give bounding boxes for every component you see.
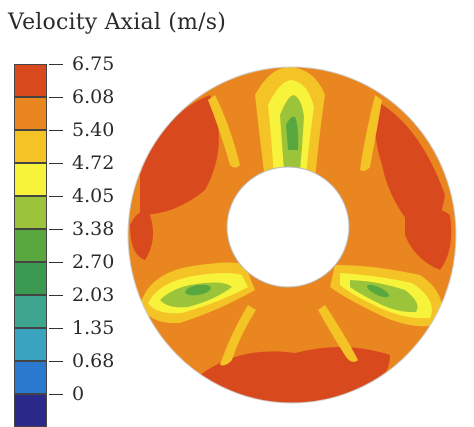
contour-wake-left-core — [185, 284, 211, 296]
legend-tick — [49, 361, 63, 362]
legend-label: 5.40 — [72, 119, 115, 141]
legend-swatch-4.72 — [14, 163, 47, 196]
legend-tick — [49, 328, 63, 329]
legend-swatch-6.75 — [14, 64, 47, 97]
legend-tick — [49, 196, 63, 197]
legend-label: 4.72 — [72, 152, 115, 174]
legend-label: 2.03 — [72, 284, 115, 306]
legend-tick — [49, 163, 63, 164]
legend-swatch-2.03 — [14, 295, 47, 328]
legend-tick — [49, 295, 63, 296]
legend-swatch-1.35 — [14, 328, 47, 361]
contour-wake-top-core — [286, 116, 299, 150]
legend-swatch-3.38 — [14, 229, 47, 262]
legend-label: 0.68 — [72, 350, 115, 372]
legend-swatch-6.08 — [14, 97, 47, 130]
legend-label: 3.38 — [72, 218, 115, 240]
contour-streak — [220, 305, 256, 366]
legend-label: 2.70 — [72, 251, 115, 273]
velocity-contour-annulus — [127, 66, 457, 404]
legend-swatch-0 — [14, 394, 47, 427]
contour-max-region-bottom — [200, 347, 390, 404]
annulus-outer-boundary — [127, 66, 457, 404]
contour-max-region-upper-left — [140, 95, 219, 215]
annulus-inner-hub — [226, 166, 350, 288]
legend-tick — [49, 130, 63, 131]
legend-swatch-2.70 — [14, 262, 47, 295]
contour-streak — [208, 95, 240, 168]
legend-swatch-0.68 — [14, 361, 47, 394]
legend-label: 6.75 — [72, 53, 115, 75]
legend-label: 4.05 — [72, 185, 115, 207]
legend-tick — [49, 262, 63, 263]
legend-tick — [49, 97, 63, 98]
contour-streak — [318, 305, 358, 362]
legend-tick — [49, 394, 63, 395]
legend-swatch-5.40 — [14, 130, 47, 163]
legend-tick — [49, 64, 63, 65]
legend-label: 6.08 — [72, 86, 115, 108]
legend-tick — [49, 229, 63, 230]
legend-label: 0 — [72, 383, 85, 405]
contour-wake-right-core — [366, 284, 390, 298]
contour-max-region-left — [130, 211, 154, 260]
figure-title: Velocity Axial (m/s) — [8, 10, 226, 35]
contour-streak — [360, 95, 382, 171]
contour-max-region-right — [405, 207, 452, 270]
contour-max-region-upper-right — [374, 100, 445, 235]
legend-swatch-4.05 — [14, 196, 47, 229]
legend-label: 1.35 — [72, 317, 115, 339]
